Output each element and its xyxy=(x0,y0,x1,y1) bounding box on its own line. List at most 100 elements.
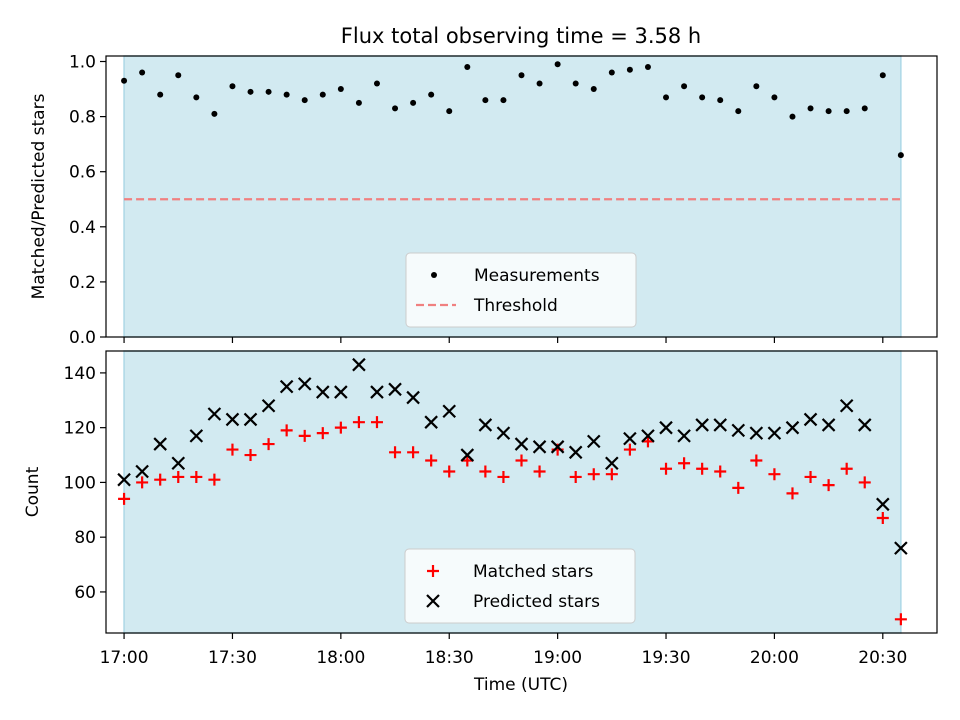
measurement-point xyxy=(843,108,850,115)
matched-star-point xyxy=(370,416,383,429)
matched-star-point xyxy=(696,462,709,475)
bottom-axes-frame xyxy=(105,350,938,634)
matched-star-point xyxy=(208,473,221,486)
matched-star-point xyxy=(118,492,131,505)
xtick-label: 19:30 xyxy=(642,648,691,668)
measurement-point xyxy=(663,94,670,101)
xtick-label: 19:00 xyxy=(533,648,582,668)
measurement-point xyxy=(247,88,254,95)
predicted-star-point xyxy=(225,412,240,427)
predicted-star-point xyxy=(749,426,764,440)
bottom-xaxis: 17:00 17:30 18:00 18:30 19:00 19:30 20:00 20:30 xyxy=(100,633,907,668)
matched-star-point xyxy=(226,443,239,456)
ytick-label: 140 xyxy=(64,364,96,384)
predicted-star-point xyxy=(117,472,131,487)
measurement-point xyxy=(265,88,272,95)
ytick-label: 120 xyxy=(64,419,96,439)
predicted-star-point xyxy=(496,426,511,440)
ytick-label: 80 xyxy=(74,528,96,548)
legend-label: Matched stars xyxy=(473,562,593,582)
matched-star-point xyxy=(497,470,510,483)
predicted-star-point xyxy=(153,437,167,451)
measurement-point xyxy=(879,72,886,79)
measurement-point xyxy=(500,97,507,104)
predicted-star-point xyxy=(839,398,854,413)
top-ylabel: Matched/Predicted stars xyxy=(29,93,49,299)
legend-dot-swatch xyxy=(431,272,437,278)
matched-star-point xyxy=(280,424,293,437)
matched-star-point xyxy=(443,465,456,478)
measurement-point xyxy=(554,61,561,68)
measurement-point xyxy=(211,110,218,117)
matched-star-point xyxy=(678,457,691,470)
predicted-star-point xyxy=(352,357,366,372)
xtick-label: 18:30 xyxy=(425,648,474,668)
xtick-label: 17:00 xyxy=(100,648,149,668)
measurement-point xyxy=(193,94,200,101)
legend-label: Threshold xyxy=(473,296,558,316)
figure-title: Flux total observing time = 3.58 h xyxy=(341,24,701,48)
matched-star-point xyxy=(569,470,582,483)
matched-star-point xyxy=(786,487,799,500)
ytick-label: 0.4 xyxy=(69,218,96,238)
matched-star-point xyxy=(840,462,853,475)
predicted-star-point xyxy=(189,429,204,443)
predicted-star-point xyxy=(135,464,149,479)
measurement-point xyxy=(121,77,128,84)
matched-star-point xyxy=(479,465,492,478)
measurement-point xyxy=(897,152,904,159)
matched-star-point xyxy=(172,470,185,483)
bottom-xlabel: Time (UTC) xyxy=(473,675,568,695)
measurement-point xyxy=(337,86,344,93)
matched-star-point xyxy=(244,449,257,462)
measurement-point xyxy=(446,108,453,115)
top-marks-layer xyxy=(121,61,904,159)
matched-star-point xyxy=(190,470,203,483)
bottom-legend: Matched stars Predicted stars xyxy=(404,548,636,624)
predicted-star-point xyxy=(370,385,384,399)
matched-star-point xyxy=(660,462,673,475)
measurement-point xyxy=(139,69,146,76)
measurement-point xyxy=(644,64,651,71)
measurement-point xyxy=(464,64,471,71)
predicted-star-point xyxy=(568,445,583,460)
predicted-star-point xyxy=(243,412,258,427)
matched-star-point xyxy=(714,465,727,478)
top-yaxis: 0.0 0.2 0.4 0.6 0.8 1.0 xyxy=(69,53,106,348)
matched-star-point xyxy=(533,465,546,478)
measurement-point xyxy=(590,86,597,93)
measurement-point xyxy=(735,108,742,115)
top-legend: Measurements Threshold xyxy=(405,252,637,328)
xtick-label: 20:30 xyxy=(858,648,907,668)
measurement-point xyxy=(608,69,615,76)
predicted-star-point xyxy=(857,418,872,432)
measurement-point xyxy=(518,72,525,79)
top-axes-frame xyxy=(105,55,938,338)
measurement-point xyxy=(825,108,832,115)
predicted-star-point xyxy=(894,541,908,555)
bottom-yaxis: 60 80 100 120 140 xyxy=(64,364,106,603)
matched-star-point xyxy=(407,446,420,459)
matched-star-point xyxy=(389,446,402,459)
measurement-point xyxy=(861,105,868,112)
matched-star-point xyxy=(334,421,347,434)
predicted-star-point xyxy=(677,429,691,443)
predicted-star-point xyxy=(803,412,818,427)
measurement-point xyxy=(717,97,724,104)
predicted-star-point xyxy=(641,429,655,443)
matched-star-point xyxy=(605,468,618,481)
predicted-star-point xyxy=(767,426,782,440)
measurement-point xyxy=(807,105,814,112)
predicted-star-point xyxy=(171,456,186,471)
measurement-point xyxy=(410,99,417,106)
ytick-label: 60 xyxy=(74,583,96,603)
matched-star-point xyxy=(768,468,781,481)
legend-label: Predicted stars xyxy=(473,592,600,612)
matched-star-point xyxy=(587,468,600,481)
predicted-star-point xyxy=(207,407,222,421)
predicted-star-point xyxy=(424,415,438,429)
legend-box xyxy=(404,548,636,624)
matched-star-point xyxy=(876,512,889,525)
